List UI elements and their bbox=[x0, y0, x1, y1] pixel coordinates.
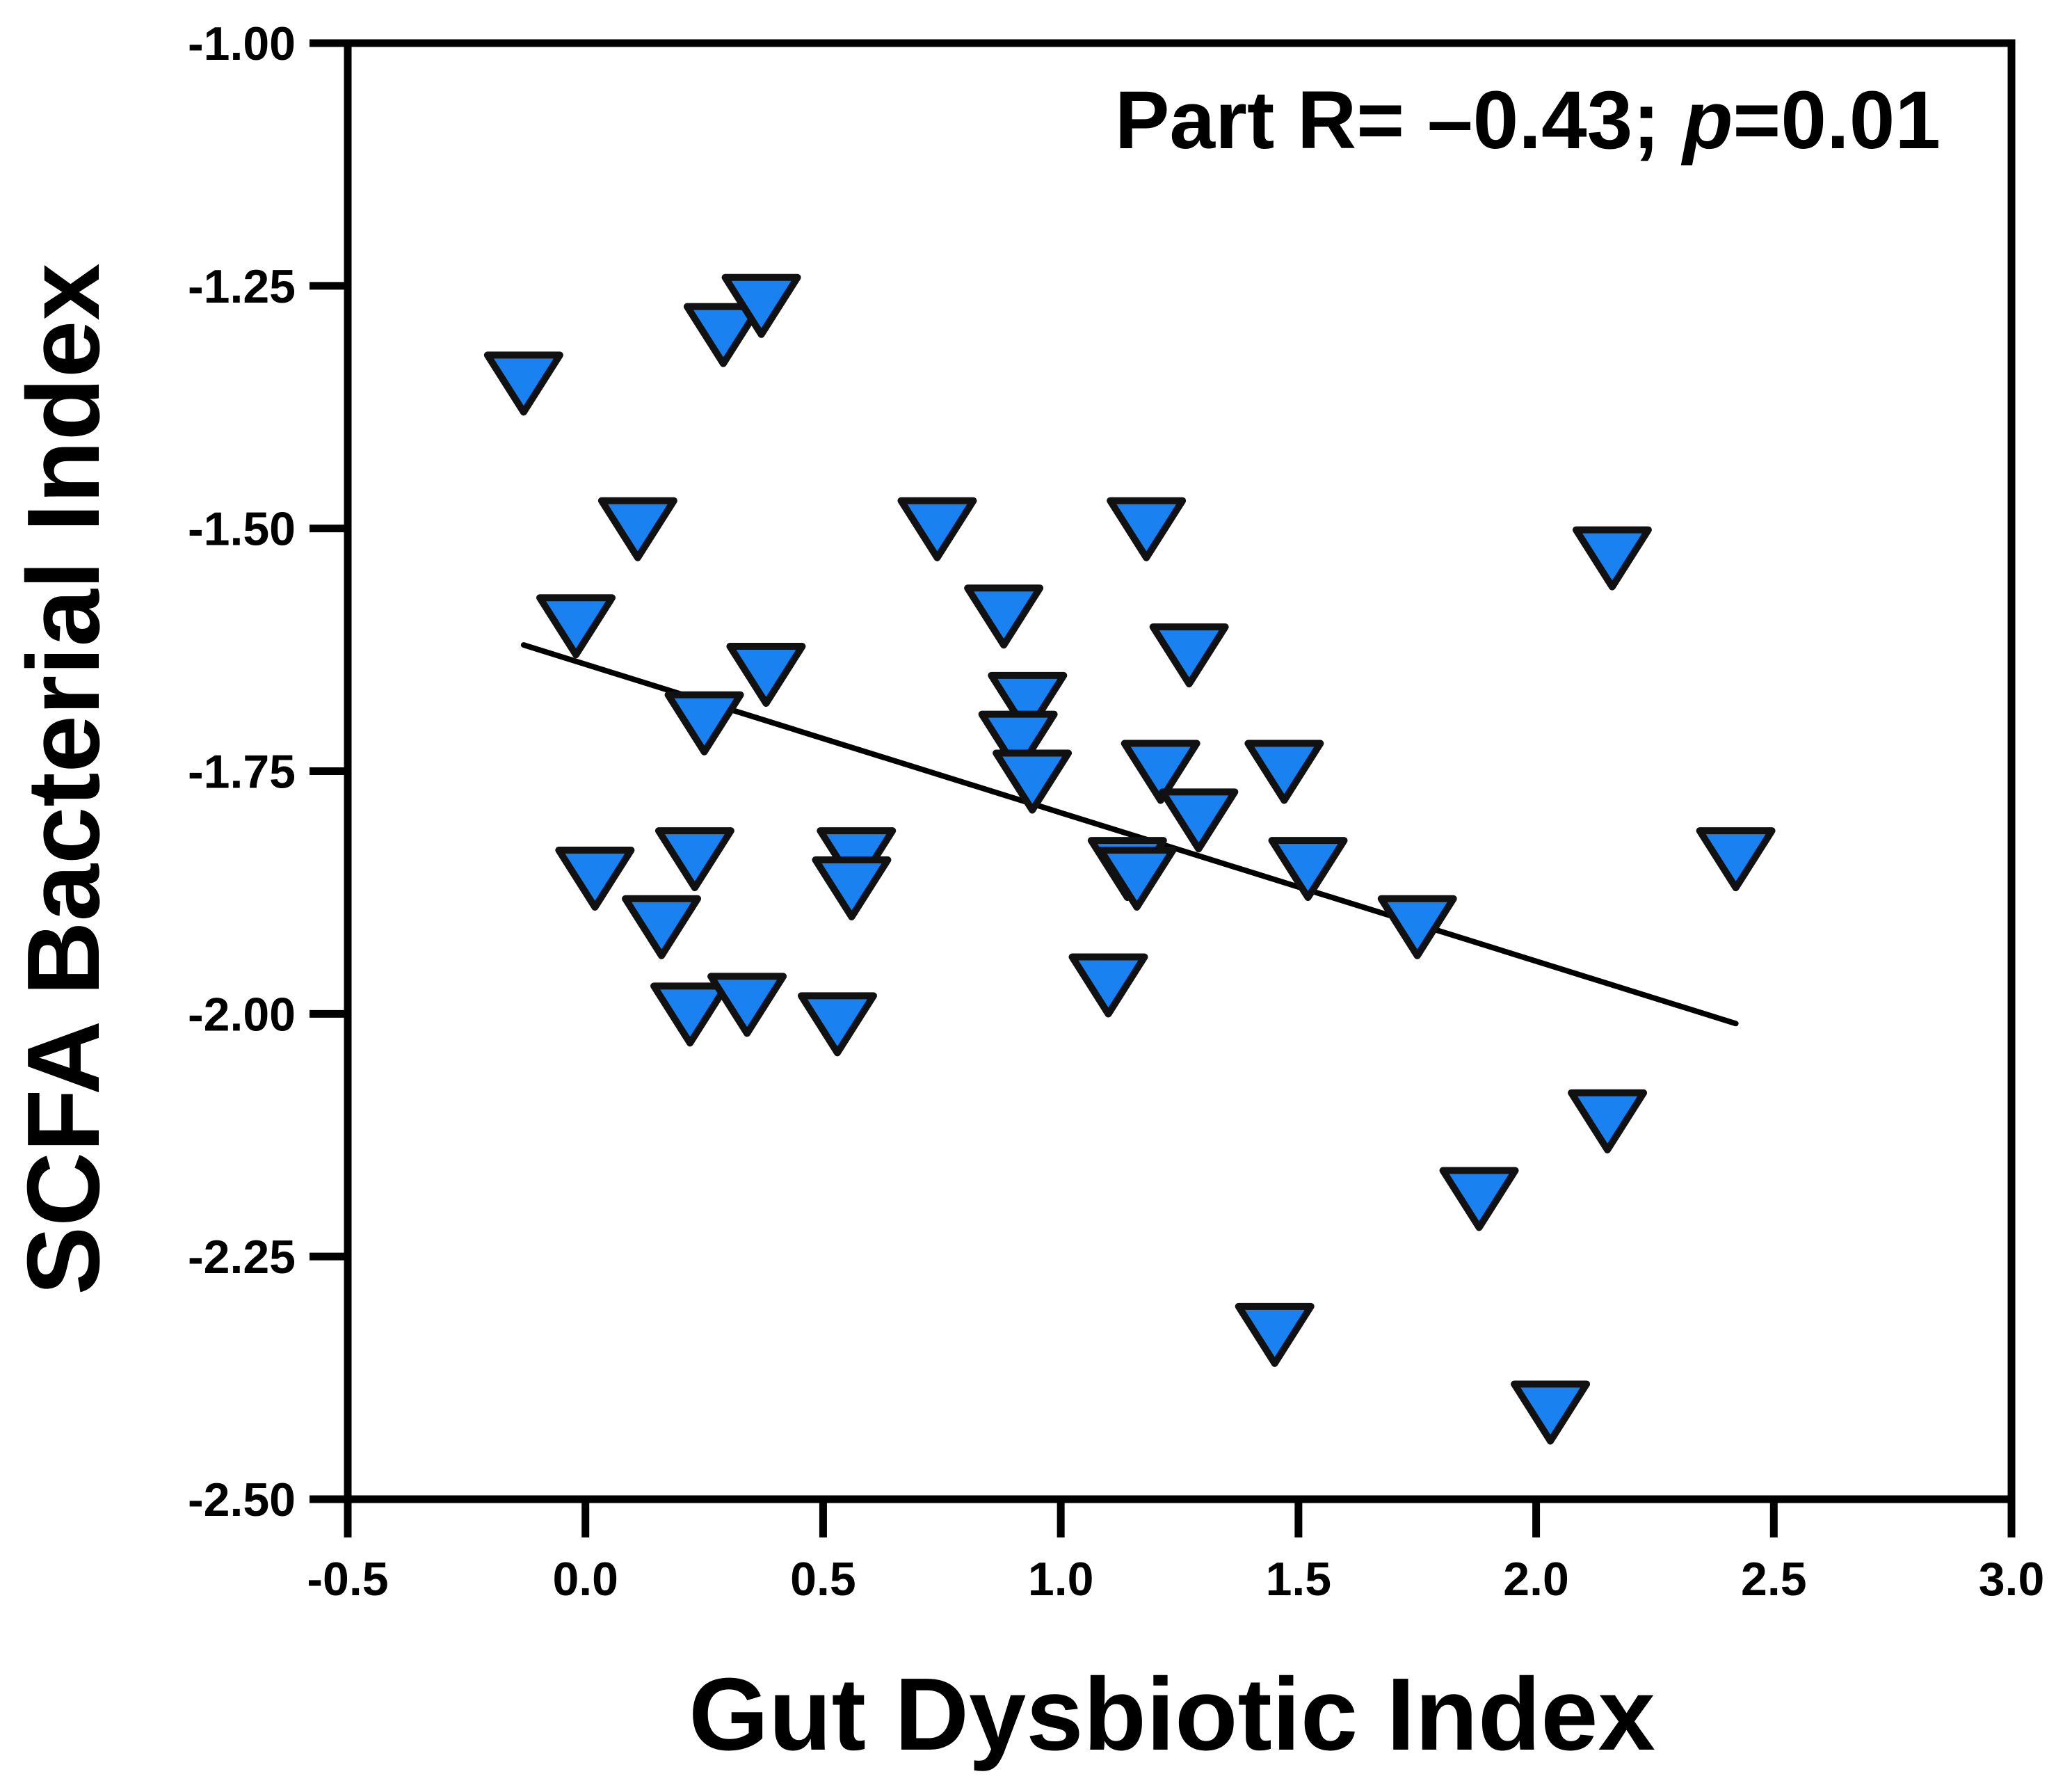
y-axis-title: SCFA Bacterial Index bbox=[6, 263, 121, 1295]
data-point bbox=[1244, 740, 1324, 804]
data-point bbox=[726, 643, 806, 708]
y-axis-ticks: -1.00 -1.25 -1.50 -1.75 -2.00 -2.25 -2.50 bbox=[188, 17, 348, 1526]
y-tick-label: -2.25 bbox=[188, 1231, 296, 1284]
data-point bbox=[1159, 788, 1239, 853]
x-axis-title: Gut Dysbiotic Index bbox=[689, 1657, 1655, 1772]
data-point bbox=[1121, 740, 1200, 804]
x-tick-label: 3.0 bbox=[1979, 1553, 2045, 1606]
data-point bbox=[664, 691, 744, 756]
annotation-prefix: Part R= –0.43; bbox=[1115, 74, 1683, 166]
correlation-annotation: Part R= –0.43; p=0.01 bbox=[1115, 74, 1941, 166]
data-point bbox=[1235, 1302, 1315, 1367]
x-tick-label: 2.5 bbox=[1741, 1553, 1807, 1606]
data-point bbox=[978, 710, 1058, 775]
annotation-p-value: =0.01 bbox=[1733, 74, 1941, 166]
x-tick-label: 2.0 bbox=[1503, 1553, 1569, 1606]
data-point bbox=[707, 973, 787, 1037]
data-point bbox=[1568, 1089, 1648, 1153]
data-point bbox=[1439, 1167, 1519, 1231]
data-point bbox=[1696, 827, 1776, 892]
data-point bbox=[1377, 895, 1457, 959]
x-tick-label: 0.5 bbox=[790, 1553, 856, 1606]
data-point bbox=[483, 351, 563, 416]
data-points-layer bbox=[483, 273, 1776, 1445]
data-point bbox=[897, 497, 977, 561]
data-point bbox=[555, 847, 635, 911]
y-tick-label: -1.25 bbox=[188, 260, 296, 313]
data-point bbox=[622, 895, 702, 959]
y-tick-label: -1.50 bbox=[188, 503, 296, 556]
data-point bbox=[683, 303, 763, 367]
data-point bbox=[1511, 1380, 1591, 1445]
data-point bbox=[721, 273, 801, 338]
x-tick-label: 1.0 bbox=[1028, 1553, 1094, 1606]
data-point bbox=[1097, 847, 1177, 911]
x-tick-label: 0.0 bbox=[552, 1553, 618, 1606]
x-tick-label: 1.5 bbox=[1266, 1553, 1332, 1606]
data-point bbox=[654, 827, 734, 892]
data-point bbox=[1068, 953, 1148, 1018]
annotation-p-symbol: p bbox=[1680, 74, 1733, 166]
data-point bbox=[1572, 526, 1652, 591]
data-point bbox=[1268, 837, 1348, 902]
data-point bbox=[812, 856, 892, 920]
data-point bbox=[536, 594, 616, 659]
data-point bbox=[797, 992, 877, 1057]
y-tick-label: -2.00 bbox=[188, 988, 296, 1041]
y-tick-label: -1.75 bbox=[188, 746, 296, 799]
data-point bbox=[964, 584, 1044, 649]
data-point bbox=[988, 671, 1068, 736]
data-point bbox=[1107, 497, 1187, 561]
y-tick-label: -1.00 bbox=[188, 17, 296, 70]
y-tick-label: -2.50 bbox=[188, 1473, 296, 1526]
data-point bbox=[597, 497, 677, 561]
x-axis-ticks: -0.5 0.0 0.5 1.0 1.5 2.0 2.5 3.0 bbox=[307, 1499, 2044, 1606]
data-point bbox=[1149, 623, 1229, 688]
data-point bbox=[650, 982, 730, 1047]
x-tick-label: -0.5 bbox=[307, 1553, 388, 1606]
data-point bbox=[993, 749, 1073, 814]
